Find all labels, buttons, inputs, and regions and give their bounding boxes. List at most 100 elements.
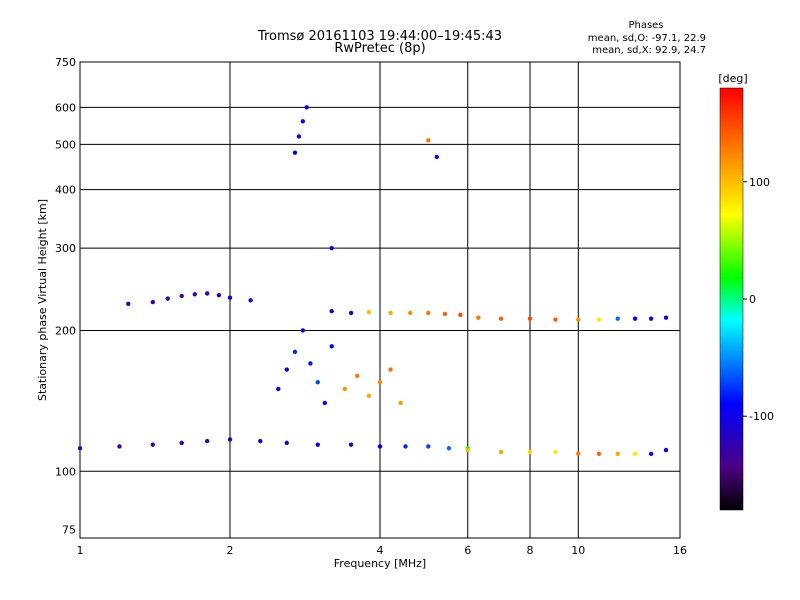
data-point <box>179 440 184 446</box>
phase-info-line-x: mean, sd,X: 92.9, 24.7 <box>592 45 706 56</box>
data-point <box>426 310 431 316</box>
x-tick-label: 2 <box>227 544 234 557</box>
data-point <box>458 312 463 318</box>
data-point <box>388 367 393 372</box>
data-point <box>248 298 253 303</box>
data-point <box>329 245 334 251</box>
y-tick-label: 200 <box>55 324 76 337</box>
data-point <box>227 437 233 442</box>
y-tick-label: 750 <box>55 56 76 69</box>
data-point <box>498 449 504 455</box>
data-point <box>348 310 354 316</box>
data-point <box>354 373 360 379</box>
title-group: Tromsø 20161103 19:44:00–19:45:43 RwPret… <box>257 29 502 56</box>
data-point <box>204 438 210 444</box>
data-point <box>192 292 198 297</box>
data-point <box>498 316 504 321</box>
data-point <box>446 446 452 451</box>
y-tick-label: 400 <box>55 184 76 197</box>
data-point <box>150 299 156 305</box>
data-point <box>426 444 431 449</box>
data-point <box>596 317 602 322</box>
data-point <box>426 138 431 143</box>
data-point <box>553 317 558 322</box>
colorbar-ticks: 100 0 -100 <box>743 176 774 423</box>
data-point <box>315 380 320 385</box>
data-point <box>258 438 263 444</box>
data-point <box>648 316 654 321</box>
x-tick-label: 10 <box>571 544 585 557</box>
chart-subtitle: RwPretec (8p) <box>334 41 425 56</box>
data-point <box>296 134 302 139</box>
data-point <box>322 400 328 406</box>
x-axis-label: Frequency [MHz] <box>334 557 426 570</box>
data-point <box>408 310 413 316</box>
data-point <box>348 442 354 447</box>
data-point <box>284 367 289 372</box>
x-tick-label: 4 <box>377 544 384 557</box>
data-point <box>615 316 620 321</box>
y-tick-label: 500 <box>55 138 76 151</box>
phase-info-box: Phases mean, sd,O: -97.1, 22.9 mean, sd,… <box>588 20 706 56</box>
x-tick-label: 1 <box>77 544 84 557</box>
data-point <box>304 105 309 110</box>
data-point <box>632 316 638 321</box>
x-tick-label: 6 <box>464 544 471 557</box>
data-point <box>576 317 581 322</box>
data-point <box>315 442 320 447</box>
colorbar-label: [deg] <box>718 72 747 85</box>
data-point <box>150 442 156 447</box>
x-axis: 1 2 4 6 8 10 16 <box>77 544 688 557</box>
data-point <box>527 316 533 321</box>
phase-info-line-o: mean, sd,O: -97.1, 22.9 <box>588 33 706 44</box>
y-tick-label: 300 <box>55 242 76 255</box>
data-point <box>300 328 306 333</box>
data-point <box>663 447 669 453</box>
phase-colorbar: [deg] 100 0 -100 <box>718 72 774 511</box>
data-point <box>300 119 306 124</box>
data-points <box>77 105 669 456</box>
y-tick-label: 100 <box>55 465 76 478</box>
colorbar-tick-label: 100 <box>749 176 770 189</box>
data-point <box>527 449 533 455</box>
y-axis-label: Stationary phase Virtual Height [km] <box>36 199 49 401</box>
colorbar-tick-label: 0 <box>749 293 756 306</box>
data-point <box>77 446 83 451</box>
data-point <box>292 349 298 355</box>
colorbar-gradient <box>719 87 744 511</box>
data-point <box>388 310 393 316</box>
data-point <box>596 451 602 456</box>
data-point <box>126 301 131 307</box>
data-point <box>342 386 348 392</box>
data-point <box>366 393 372 399</box>
data-point <box>576 451 581 456</box>
grid-lines <box>80 62 680 538</box>
data-point <box>284 440 289 446</box>
data-point <box>292 150 298 155</box>
phase-info-title: Phases <box>628 20 663 31</box>
data-point <box>663 315 669 320</box>
data-point <box>117 444 122 449</box>
x-tick-label: 16 <box>673 544 687 557</box>
data-point <box>648 451 654 456</box>
data-point <box>329 344 334 349</box>
data-point <box>377 380 383 385</box>
y-axis: 75 100 200 300 400 500 600 750 <box>55 56 76 537</box>
data-point <box>553 449 558 455</box>
y-tick-label: 75 <box>62 524 76 537</box>
data-point <box>204 291 210 296</box>
data-point <box>179 293 184 299</box>
data-point <box>398 400 403 406</box>
data-point <box>442 311 448 317</box>
data-point <box>632 451 638 456</box>
data-point <box>403 444 408 449</box>
data-point <box>434 154 439 160</box>
colorbar-tick-label: -100 <box>749 410 774 423</box>
data-point <box>366 309 372 315</box>
data-point <box>377 444 383 449</box>
data-point <box>227 295 233 300</box>
data-point <box>276 386 281 392</box>
data-point <box>465 447 470 453</box>
data-point <box>476 315 481 320</box>
